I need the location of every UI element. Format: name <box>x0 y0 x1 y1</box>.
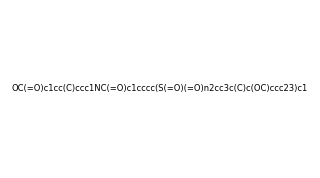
Text: OC(=O)c1cc(C)ccc1NC(=O)c1cccc(S(=O)(=O)n2cc3c(C)c(OC)ccc23)c1: OC(=O)c1cc(C)ccc1NC(=O)c1cccc(S(=O)(=O)n… <box>12 85 308 93</box>
